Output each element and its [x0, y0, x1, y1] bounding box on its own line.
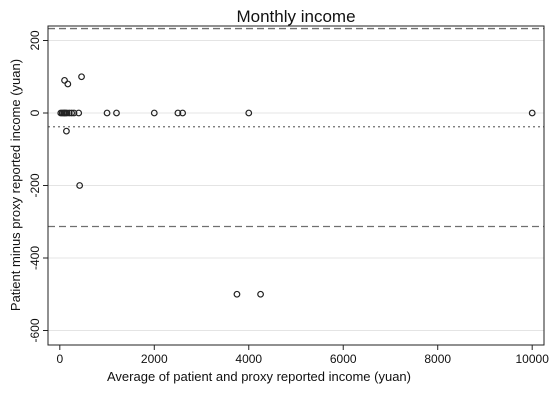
- y-axis-label: Patient minus proxy reported income (yua…: [8, 59, 23, 311]
- data-point: [63, 109, 71, 117]
- x-tick-label: 0: [56, 352, 63, 366]
- reference-lines: [48, 27, 544, 228]
- data-point: [150, 109, 158, 117]
- x-tick-label: 10000: [516, 352, 550, 366]
- y-tick-label: 200: [28, 30, 42, 50]
- grid-lines: [48, 40, 544, 331]
- data-point: [245, 109, 253, 117]
- y-tick-label: 0: [28, 109, 42, 116]
- data-point: [64, 80, 72, 88]
- data-point: [78, 73, 85, 81]
- data-point: [103, 109, 111, 117]
- y-tick-label: -400: [28, 246, 42, 270]
- data-point: [174, 109, 182, 117]
- x-tick-label: 8000: [424, 352, 451, 366]
- data-point: [65, 109, 73, 117]
- data-point: [257, 290, 264, 298]
- data-points: [57, 73, 536, 298]
- data-point: [75, 109, 83, 117]
- data-point: [63, 127, 70, 135]
- data-point: [233, 290, 241, 298]
- data-point: [76, 182, 84, 189]
- data-point: [113, 109, 120, 117]
- x-tick-label: 4000: [235, 352, 262, 366]
- chart-title: Monthly income: [236, 7, 355, 26]
- data-point: [61, 76, 68, 84]
- data-point: [179, 109, 187, 117]
- y-tick-label: -600: [28, 318, 42, 342]
- x-tick-label: 2000: [141, 352, 168, 366]
- data-point: [528, 109, 536, 117]
- data-point: [70, 109, 78, 117]
- x-tick-label: 6000: [330, 352, 357, 366]
- x-axis-label: Average of patient and proxy reported in…: [107, 369, 411, 384]
- axes: 2000-200-400-6000 2000 4000 6000 8000 10000: [28, 30, 549, 366]
- y-tick-label: -200: [28, 173, 42, 197]
- data-point: [68, 109, 76, 117]
